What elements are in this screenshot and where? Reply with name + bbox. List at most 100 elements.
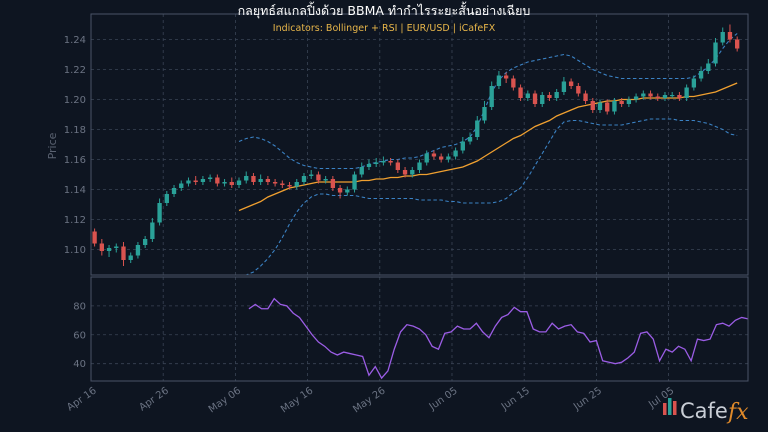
candle	[547, 92, 552, 101]
candle-body	[633, 96, 639, 100]
logo-bar-red	[663, 403, 667, 415]
price-panel-frame	[90, 13, 749, 276]
candle	[417, 159, 422, 173]
candle-body	[489, 86, 494, 107]
candle-body	[525, 93, 530, 98]
candle	[366, 159, 372, 170]
candle	[525, 90, 530, 101]
candle-body	[655, 96, 660, 98]
candle-body	[460, 141, 465, 151]
candle-body	[720, 32, 725, 43]
candle-body	[568, 81, 574, 86]
chart-title: กลยุทธ์สแกลปิ้งด้วย BBMA ทำกำไรระยะสั้นอ…	[238, 1, 531, 19]
candle-body	[648, 93, 653, 97]
candle	[92, 228, 97, 247]
candle	[265, 176, 271, 185]
candle-body	[561, 81, 567, 92]
candle-body	[590, 101, 595, 110]
candle-body	[438, 156, 444, 160]
candle-body	[503, 75, 509, 79]
candle	[215, 174, 220, 187]
candle	[532, 90, 538, 107]
candle-body	[597, 102, 603, 110]
candle	[641, 90, 646, 100]
candle	[179, 180, 184, 191]
candle	[662, 92, 668, 101]
candle	[381, 156, 386, 166]
candle	[576, 83, 581, 97]
candle-body	[684, 87, 689, 98]
candle-body	[576, 86, 581, 94]
x-tick-label: Jul 05	[646, 385, 676, 411]
candle-body	[236, 180, 242, 185]
candle-body	[258, 179, 263, 182]
candle-body	[323, 179, 328, 181]
candle	[489, 81, 494, 110]
candle	[323, 176, 328, 184]
x-tick-label: Apr 26	[137, 385, 171, 413]
candle-body	[713, 42, 718, 64]
candle-body	[677, 95, 682, 98]
candle	[330, 176, 336, 191]
x-tick-label: Jun 25	[571, 385, 604, 413]
candle	[99, 239, 104, 256]
candle-body	[417, 162, 422, 170]
candle-body	[142, 239, 148, 245]
candle-body	[626, 99, 632, 104]
candle	[395, 159, 400, 173]
candle	[691, 75, 697, 91]
candle-body	[554, 92, 559, 98]
candle-body	[294, 182, 299, 187]
candle	[619, 98, 624, 107]
candle-body	[244, 176, 249, 181]
candle	[511, 75, 516, 91]
candle-body	[359, 167, 364, 175]
x-tick-label: May 06	[207, 385, 243, 415]
x-tick-label: Jun 15	[499, 385, 532, 413]
candle-body	[381, 161, 386, 163]
price-tick-label: 1.10	[64, 245, 86, 256]
logo-bar-red-2	[673, 401, 677, 415]
candle-body	[727, 32, 733, 40]
price-tick-label: 1.22	[64, 65, 86, 76]
candle	[142, 236, 148, 248]
candle	[345, 186, 350, 196]
candle-body	[612, 101, 617, 112]
candle-body	[431, 153, 437, 157]
candle-body	[619, 101, 624, 104]
moving-average-layer	[238, 82, 738, 212]
candle-body	[641, 93, 646, 97]
candle	[605, 99, 610, 115]
candle-body	[475, 120, 480, 137]
rsi-panel-frame	[90, 276, 749, 382]
candle	[150, 218, 155, 242]
candle	[648, 90, 653, 100]
candle-body	[467, 137, 473, 142]
candle	[453, 147, 458, 160]
candle	[193, 176, 198, 185]
candle	[503, 72, 509, 83]
candle	[135, 242, 141, 259]
bollinger-upper-line	[238, 33, 738, 170]
x-tick-label: May 16	[279, 385, 315, 415]
candle-body	[345, 189, 350, 193]
candle-body	[366, 164, 372, 167]
candle-body	[446, 156, 451, 160]
candle-body	[352, 174, 357, 190]
candle	[597, 99, 603, 113]
price-tick-label: 1.14	[64, 185, 86, 196]
bollinger-lower-line	[239, 118, 738, 276]
chart-subtitle: Indicators: Bollinger + RSI | EUR/USD | …	[273, 23, 496, 34]
candle	[568, 78, 574, 89]
candle	[518, 84, 523, 101]
candle-body	[453, 150, 458, 157]
candle	[633, 93, 639, 103]
brand-logo: Cafe fx	[663, 398, 749, 425]
candle	[554, 89, 559, 101]
candlestick-layer	[92, 24, 740, 266]
candle	[410, 167, 415, 178]
candle	[424, 150, 429, 166]
rsi-line	[248, 297, 749, 380]
candle-body	[540, 95, 545, 104]
candle-body	[511, 78, 516, 88]
